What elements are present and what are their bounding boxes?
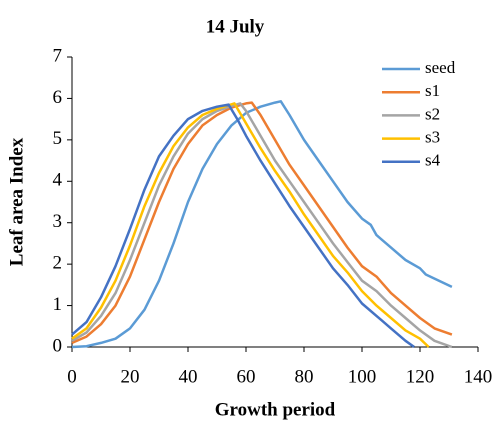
y-tick-label: 2 (53, 253, 63, 274)
legend-label: s2 (425, 104, 440, 123)
y-tick-label: 1 (53, 294, 63, 315)
x-tick-label: 20 (121, 366, 140, 387)
series-line (71, 103, 415, 349)
chart-title: 14 July (206, 16, 265, 37)
legend-label: seed (425, 58, 456, 77)
x-tick-label: 120 (406, 366, 435, 387)
x-tick-label: 0 (67, 366, 77, 387)
series-line (71, 100, 453, 349)
y-tick-label: 4 (53, 170, 63, 191)
y-tick-label: 6 (53, 87, 63, 108)
series-line (71, 102, 430, 348)
x-axis-label: Growth period (215, 399, 336, 420)
series-line (71, 101, 453, 345)
x-tick-label: 80 (295, 366, 314, 387)
x-tick-label: 100 (348, 366, 377, 387)
legend-label: s1 (425, 81, 440, 100)
x-tick-label: 140 (464, 366, 493, 387)
y-tick-label: 3 (53, 211, 63, 232)
legend-label: s4 (425, 151, 441, 170)
y-tick-label: 0 (53, 335, 63, 356)
x-tick-label: 60 (237, 366, 256, 387)
legend-label: s3 (425, 128, 440, 147)
y-axis-label: Leaf area Index (6, 137, 27, 266)
y-tick-label: 5 (53, 128, 63, 149)
series-line (71, 102, 453, 349)
x-tick-label: 40 (179, 366, 198, 387)
y-tick-label: 7 (53, 45, 63, 66)
